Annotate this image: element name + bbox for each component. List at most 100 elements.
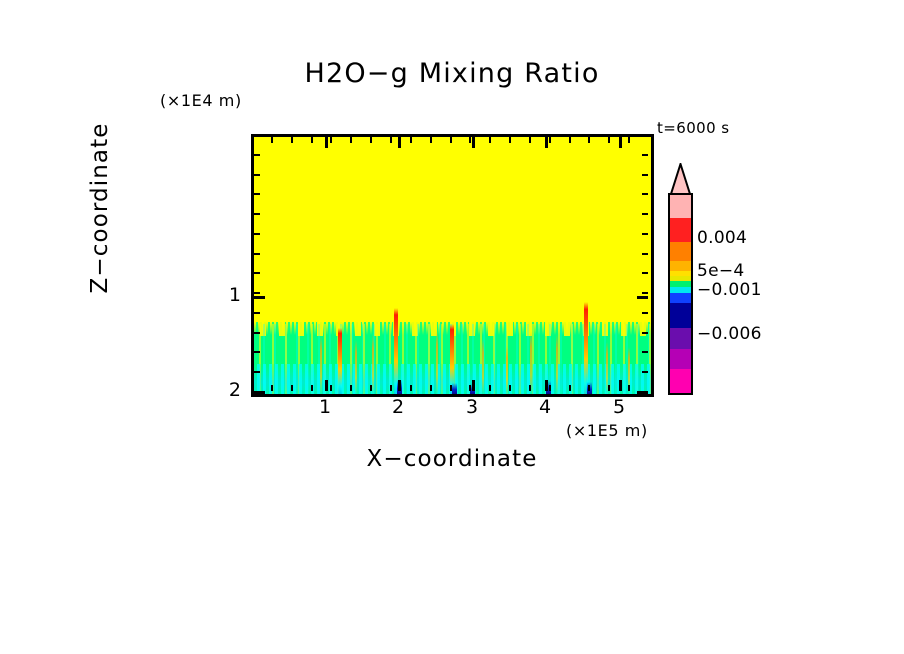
colorbar-band <box>670 270 691 277</box>
y-minor-tick <box>642 292 648 294</box>
y-tick-label: 2 <box>228 379 241 401</box>
convective-plume <box>606 342 608 394</box>
y-minor-tick <box>642 272 648 274</box>
x-minor-tick <box>291 137 293 143</box>
y-minor-tick <box>254 351 260 353</box>
y-minor-tick <box>254 154 260 156</box>
colorbar-band <box>670 195 691 219</box>
y-minor-tick <box>254 332 260 334</box>
x-minor-tick <box>608 137 610 143</box>
convective-plume <box>372 334 374 394</box>
y-axis-units-label: (×1E4 m) <box>160 91 242 110</box>
x-minor-tick <box>350 137 352 143</box>
x-minor-tick <box>549 137 551 143</box>
convective-plume <box>394 308 398 394</box>
colorbar-arrow-icon <box>669 163 692 195</box>
x-minor-tick <box>588 385 590 391</box>
y-minor-tick <box>254 233 260 235</box>
y-major-tick <box>254 296 265 299</box>
colorbar-band <box>670 241 691 261</box>
x-major-tick <box>398 137 401 148</box>
colorbar-tick-label: 5e−4 <box>697 261 745 281</box>
colorbar-band <box>670 292 691 303</box>
colorbar-band <box>670 327 691 350</box>
colorbar-band <box>670 368 691 393</box>
y-minor-tick <box>254 292 260 294</box>
downdraft-cell <box>546 381 551 394</box>
x-major-tick <box>472 380 475 391</box>
colorbar-band <box>670 302 691 328</box>
x-minor-tick <box>390 137 392 143</box>
y-minor-tick <box>642 351 648 353</box>
y-minor-tick <box>642 253 648 255</box>
convective-plume <box>530 332 532 394</box>
x-minor-tick <box>291 385 293 391</box>
colorbar-band <box>670 218 691 242</box>
x-minor-tick <box>271 137 273 143</box>
y-minor-tick <box>642 312 648 314</box>
x-major-tick <box>545 380 548 391</box>
x-major-tick <box>619 380 622 391</box>
x-minor-tick <box>311 385 313 391</box>
chart-title: H2O−g Mixing Ratio <box>304 58 600 89</box>
x-minor-tick <box>330 385 332 391</box>
x-minor-tick <box>450 137 452 143</box>
x-major-tick <box>545 137 548 148</box>
colorbar-tick-label: −0.001 <box>697 280 762 300</box>
time-annotation: t=6000 s <box>657 119 730 137</box>
plot-frame <box>251 134 654 397</box>
colorbar-band <box>670 349 691 369</box>
convective-plume <box>556 334 558 394</box>
convective-plume <box>338 328 342 394</box>
y-minor-tick <box>642 371 648 373</box>
x-minor-tick <box>271 385 273 391</box>
x-minor-tick <box>410 137 412 143</box>
y-minor-tick <box>642 213 648 215</box>
x-minor-tick <box>469 385 471 391</box>
y-minor-tick <box>254 371 260 373</box>
y-minor-tick <box>254 174 260 176</box>
y-major-tick <box>254 391 265 394</box>
colorbar-tick-label: −0.006 <box>697 324 762 344</box>
colorbar-band <box>670 260 691 271</box>
x-minor-tick <box>509 385 511 391</box>
x-minor-tick <box>489 137 491 143</box>
x-major-tick <box>398 380 401 391</box>
x-minor-tick <box>529 137 531 143</box>
convective-plume <box>320 336 322 394</box>
x-minor-tick <box>311 137 313 143</box>
y-minor-tick <box>642 174 648 176</box>
x-tick-label: 2 <box>391 396 405 418</box>
x-minor-tick <box>430 137 432 143</box>
y-axis-title: Z−coordinate <box>87 122 113 294</box>
x-minor-tick <box>608 385 610 391</box>
x-axis-title: X−coordinate <box>366 446 538 472</box>
y-minor-tick <box>254 193 260 195</box>
x-major-tick <box>619 137 622 148</box>
convective-plume <box>436 330 438 394</box>
x-minor-tick <box>569 137 571 143</box>
x-minor-tick <box>450 385 452 391</box>
x-major-tick <box>472 137 475 148</box>
y-major-tick <box>637 296 648 299</box>
heatmap-field <box>254 137 651 394</box>
x-minor-tick <box>588 137 590 143</box>
x-major-tick <box>325 137 328 148</box>
x-major-tick <box>325 380 328 391</box>
x-minor-tick <box>350 385 352 391</box>
x-tick-label: 5 <box>612 396 626 418</box>
x-minor-tick <box>628 137 630 143</box>
y-minor-tick <box>642 193 648 195</box>
x-minor-tick <box>628 385 630 391</box>
y-minor-tick <box>254 253 260 255</box>
y-minor-tick <box>642 233 648 235</box>
y-major-tick <box>637 391 648 394</box>
x-minor-tick <box>469 137 471 143</box>
convective-plume <box>584 302 588 394</box>
convective-plume <box>482 339 484 394</box>
x-minor-tick <box>390 385 392 391</box>
x-minor-tick <box>370 385 372 391</box>
x-minor-tick <box>489 385 491 391</box>
y-minor-tick <box>254 312 260 314</box>
